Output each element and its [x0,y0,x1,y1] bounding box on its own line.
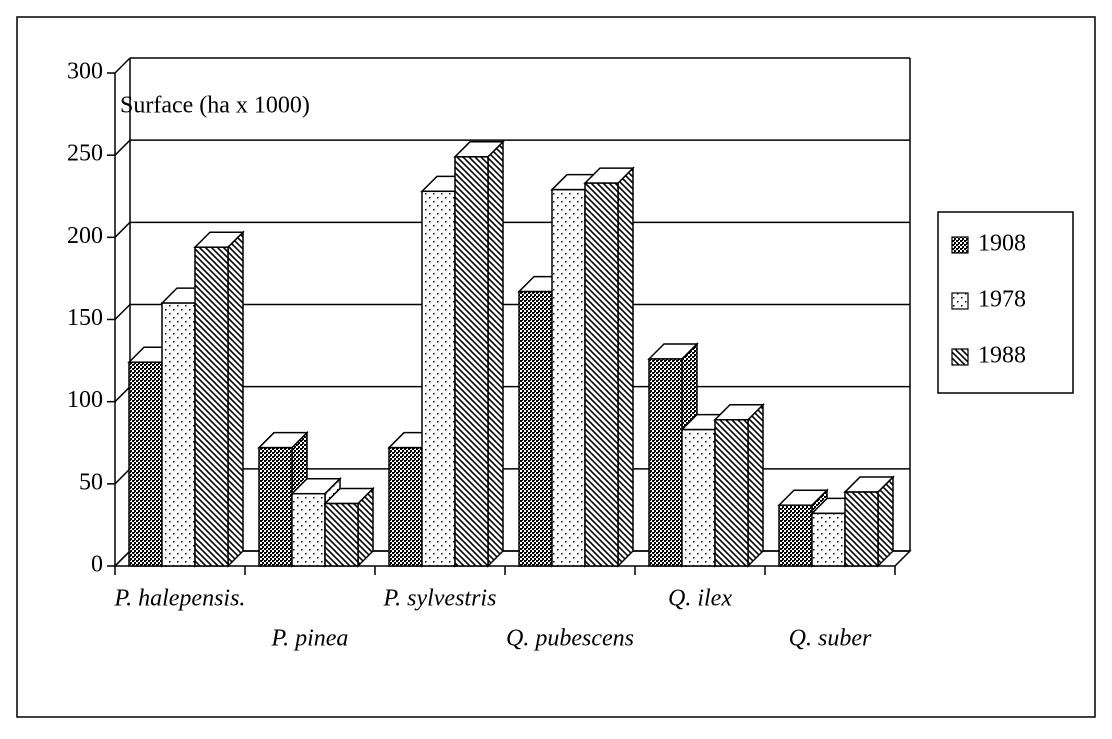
legend-label: 1988 [978,343,1026,369]
bar [128,361,163,567]
bar [844,491,879,567]
bar-side [617,166,634,568]
x-tick-label: Q. ilex [668,586,732,612]
x-tick-label: P. sylvestris [383,586,497,612]
legend-label: 1978 [978,287,1026,313]
y-tick-label: 0 [91,552,103,578]
bar [324,502,359,567]
legend-label: 1908 [978,231,1026,257]
bar [811,512,846,567]
bar [194,246,229,567]
bar-side [487,139,504,568]
y-tick-label: 250 [67,141,103,167]
x-tick-label: Q. suber [789,626,872,652]
bar [388,446,423,567]
grid-line [114,468,131,485]
bar-side [747,402,764,568]
grid-line [114,57,131,74]
legend-swatch [951,236,969,254]
bar [778,504,813,567]
grid-line [114,386,131,403]
bar [258,446,293,567]
bar [518,290,553,567]
grid-line [114,550,131,567]
bar [681,428,716,567]
grid-line [114,139,131,156]
bar [454,156,489,567]
bar [551,188,586,567]
x-tick-label: P. pinea [271,626,349,652]
grid-line [114,221,131,238]
x-tick-label: Q. pubescens [506,626,634,652]
x-tick-label: P. halepensis. [114,586,246,612]
bar [291,492,326,567]
y-tick-label: 100 [67,387,103,413]
legend-swatch [951,348,969,366]
y-tick-label: 300 [67,59,103,85]
bar [714,418,749,567]
grid-line [114,303,131,321]
bar [161,302,196,567]
y-tick-label: 200 [67,223,103,249]
bar [421,190,456,567]
y-tick-label: 50 [79,469,103,495]
bar [648,358,683,567]
annotation: Surface (ha x 1000) [120,93,310,119]
bar [584,182,619,567]
legend-swatch [951,292,969,310]
bar-side [227,230,244,568]
y-tick-label: 150 [67,305,103,331]
